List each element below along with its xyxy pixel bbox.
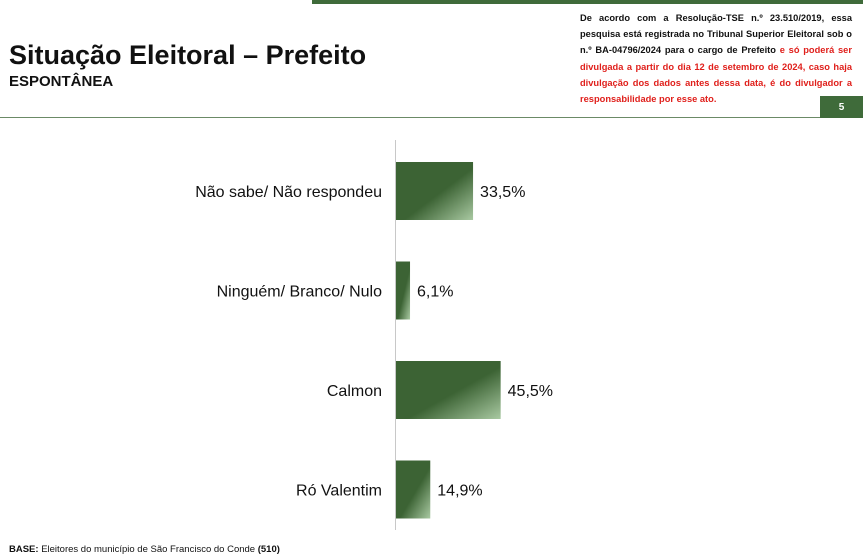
bar-2 xyxy=(396,361,501,419)
category-label-0: Não sabe/ Não respondeu xyxy=(195,184,382,201)
bar-0 xyxy=(396,162,474,220)
category-label-2: Calmon xyxy=(327,383,382,400)
header-divider xyxy=(0,117,820,118)
category-label-1: Ninguém/ Branco/ Nulo xyxy=(217,284,383,301)
value-label-1: 6,1% xyxy=(417,284,453,301)
bar-3 xyxy=(396,460,431,519)
chart-bars: Não sabe/ Não respondeu 33,5% Ninguém/ Bra… xyxy=(195,162,553,519)
top-accent-bar xyxy=(312,0,863,4)
page-number-badge: 5 xyxy=(820,96,863,118)
base-text: Eleitores do município de São Francisco … xyxy=(41,544,256,555)
legal-disclaimer: De acordo com a Resolução-TSE n.º 23.510… xyxy=(580,10,852,107)
page-subtitle: ESPONTÂNEA xyxy=(9,73,114,90)
footer-base: BASE: Eleitores do município de São Fran… xyxy=(9,544,280,555)
category-label-3: Ró Valentim xyxy=(296,483,382,500)
value-label-0: 33,5% xyxy=(480,184,525,201)
disclaimer-text: De acordo com a Resolução-TSE n.º 23.510… xyxy=(580,13,852,56)
base-label: BASE: xyxy=(9,544,39,555)
value-label-2: 45,5% xyxy=(508,383,553,400)
value-label-3: 14,9% xyxy=(437,483,482,500)
bar-1 xyxy=(396,261,411,320)
page-title: Situação Eleitoral – Prefeito xyxy=(9,40,367,70)
disclaimer-warning: e só poderá ser divulgada a partir do di… xyxy=(580,45,852,105)
base-count: (510) xyxy=(257,544,280,555)
